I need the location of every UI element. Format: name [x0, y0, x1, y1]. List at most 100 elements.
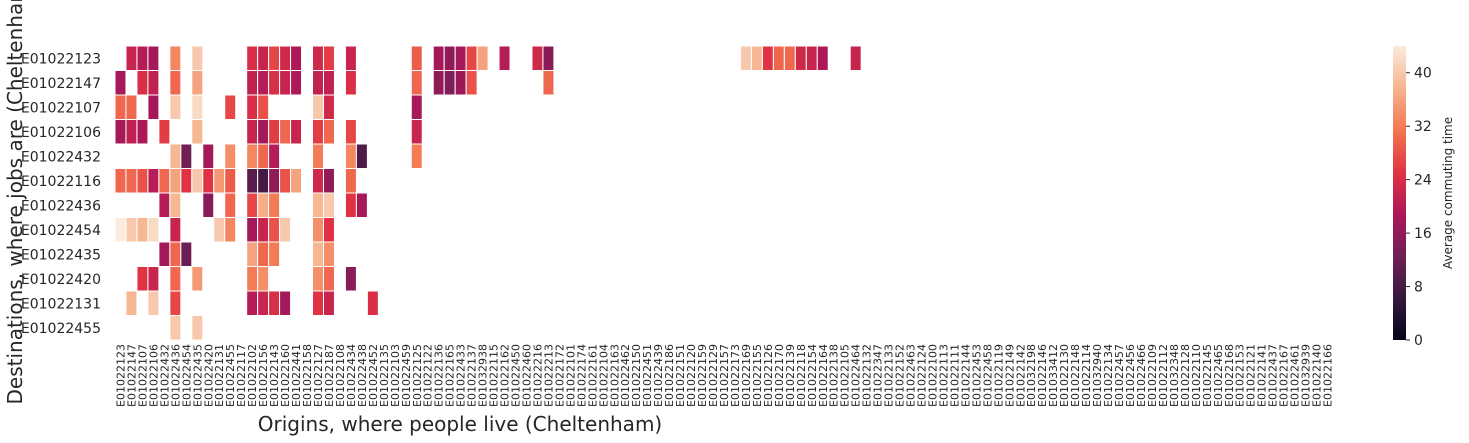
heatmap-cell [454, 70, 467, 96]
heatmap-cell [158, 168, 171, 194]
heatmap-cell [169, 45, 182, 71]
heatmap-cell [114, 168, 127, 194]
heatmap-cell [169, 241, 182, 267]
heatmap-cell [169, 70, 182, 96]
column-tick-label: E01022436 [169, 344, 182, 407]
heatmap-cell [158, 241, 171, 267]
column-tick-label: E01022134 [1102, 344, 1115, 407]
column-tick-label: E01022109 [1146, 344, 1159, 407]
column-tick-label: E01022114 [1080, 344, 1093, 407]
heatmap-cell [246, 168, 259, 194]
heatmap-cell [246, 217, 259, 243]
column-tick-label: E01022119 [992, 344, 1005, 407]
column-tick-label: E01022458 [981, 344, 994, 407]
column-tick-label: E01022165 [444, 344, 457, 407]
heatmap-cell [268, 168, 281, 194]
heatmap-cell [246, 241, 259, 267]
heatmap-cell [322, 290, 335, 316]
heatmap-cell [531, 45, 544, 71]
heatmap-cell [290, 168, 303, 194]
heatmap-cell [191, 266, 204, 292]
heatmap-cell [432, 70, 445, 96]
column-tick-label: E01022104 [597, 344, 610, 407]
heatmap-cell [114, 119, 127, 145]
heatmap-cell [114, 70, 127, 96]
heatmap-cell [180, 143, 193, 169]
heatmap-cell [322, 168, 335, 194]
heatmap-cell [136, 119, 149, 145]
column-tick-label: E01022186 [663, 344, 676, 407]
heatmap-cell [443, 45, 456, 71]
column-tick-label: E01033412 [1047, 344, 1060, 407]
column-tick-label: E01022172 [553, 344, 566, 407]
column-tick-label: E01022112 [1157, 344, 1170, 407]
heatmap-cell [202, 192, 215, 218]
heatmap-cell [257, 119, 270, 145]
heatmap-cell [158, 192, 171, 218]
column-tick-label: E01022451 [641, 344, 654, 407]
heatmap-cell [125, 290, 138, 316]
heatmap-cell [169, 290, 182, 316]
column-tick-label: E01022156 [257, 344, 270, 407]
column-tick-label: E01022118 [795, 344, 808, 407]
heatmap-cell [312, 94, 324, 120]
column-tick-label: E01022157 [718, 344, 731, 407]
column-tick-label: E01022174 [575, 344, 588, 407]
column-tick-label: E01022132 [861, 344, 874, 407]
column-tick-label: E01022463 [905, 344, 918, 407]
column-tick-label: E01022459 [400, 344, 413, 407]
heatmap-cell [344, 266, 357, 292]
column-tick-label: E01022125 [411, 344, 424, 407]
heatmap-cell [279, 290, 292, 316]
column-tick-label: E01022149 [1003, 344, 1016, 407]
column-tick-label: E01022457 [1113, 344, 1126, 407]
heatmap-cell [476, 45, 489, 71]
heatmap-cell [322, 45, 335, 71]
column-tick-label: E01022150 [630, 344, 643, 407]
column-tick-label: E01022120 [685, 344, 698, 407]
heatmap-cell [279, 45, 292, 71]
column-tick-label: E01022216 [531, 344, 544, 407]
column-tick-label: E01022434 [345, 344, 358, 407]
heatmap-cell [191, 168, 204, 194]
column-tick-label: E01032938 [477, 344, 490, 407]
column-tick-label: E01022148 [1069, 344, 1082, 407]
heatmap-cell [257, 241, 270, 267]
x-axis-label: Origins, where people live (Cheltenham) [258, 412, 662, 436]
heatmap-cell [169, 168, 182, 194]
heatmap-cell [147, 217, 160, 243]
row-tick-label: E01022454 [21, 223, 101, 239]
heatmap-cell [410, 45, 423, 71]
column-tick-label: E01022143 [268, 344, 281, 407]
heatmap-cell [344, 45, 357, 71]
column-tick-label: E01022135 [378, 344, 391, 407]
heatmap-cell [213, 217, 226, 243]
row-tick-label: E01022116 [21, 174, 101, 190]
heatmap-cell [202, 143, 215, 169]
heatmap-cell [312, 192, 324, 218]
column-tick-label: E01032198 [1025, 344, 1038, 407]
column-tick-label: E01022169 [740, 344, 753, 407]
column-tick-label: E01022131 [213, 344, 226, 407]
column-tick-label: E01022144 [959, 344, 972, 407]
heatmap-cell [224, 192, 237, 218]
heatmap-cell [114, 94, 127, 120]
column-tick-label: E01022170 [773, 344, 786, 407]
heatmap-cell [147, 168, 160, 194]
heatmap-cell [279, 217, 292, 243]
heatmap-cell [410, 119, 423, 145]
column-tick-label: E01022146 [1036, 344, 1049, 407]
column-tick-label: E01022173 [729, 344, 742, 407]
column-tick-label: E01022464 [850, 344, 863, 407]
heatmap-cells [114, 45, 862, 341]
column-tick-label: E01022433 [455, 344, 468, 407]
row-tick-label: E01022123 [21, 51, 101, 67]
heatmap-cell [312, 290, 324, 316]
heatmap-cell [290, 119, 303, 145]
column-tick-label: E01022452 [367, 344, 380, 407]
heatmap-cell [322, 119, 335, 145]
colorbar: 0 8 16 24 32 40 Average commuting time [1393, 46, 1455, 349]
column-tick-label: E01022462 [619, 344, 632, 407]
heatmap-cell [125, 45, 138, 71]
